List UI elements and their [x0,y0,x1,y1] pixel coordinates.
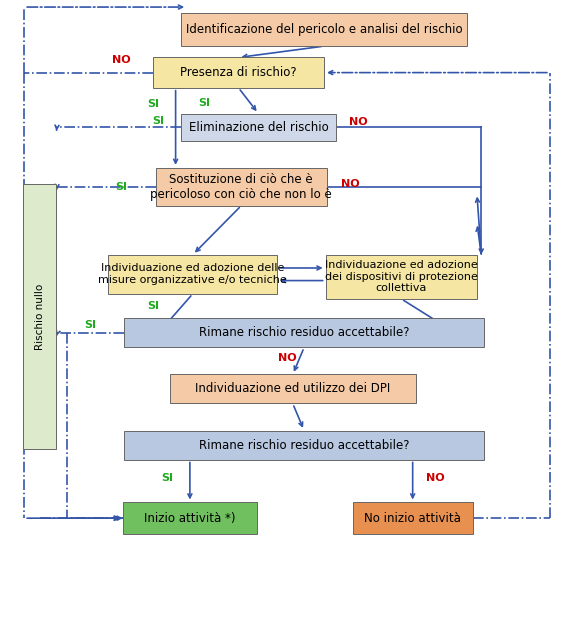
Text: Sostituzione di ciò che è
pericoloso con ciò che non lo è: Sostituzione di ciò che è pericoloso con… [150,173,332,201]
Text: SI: SI [147,99,159,109]
Text: Presenza di rischio?: Presenza di rischio? [180,66,297,79]
Text: NO: NO [349,117,368,127]
FancyBboxPatch shape [352,503,472,534]
Text: Eliminazione del rischio: Eliminazione del rischio [189,121,328,134]
Text: Inizio attività *): Inizio attività *) [144,511,236,525]
Text: No inizio attività: No inizio attività [364,511,461,525]
Text: Individuazione ed adozione delle
misure organizzative e/o tecniche: Individuazione ed adozione delle misure … [98,263,287,285]
Text: SI: SI [115,182,127,192]
FancyBboxPatch shape [170,375,416,403]
FancyBboxPatch shape [153,58,324,88]
FancyBboxPatch shape [124,430,484,460]
FancyBboxPatch shape [181,113,336,141]
Text: Individuazione ed utilizzo dei DPI: Individuazione ed utilizzo dei DPI [195,382,390,396]
Text: NO: NO [426,473,445,483]
Text: SI: SI [161,473,173,483]
FancyBboxPatch shape [181,13,467,46]
Text: SI: SI [147,301,159,311]
Text: SI: SI [84,320,96,330]
FancyBboxPatch shape [124,318,484,348]
Text: SI: SI [153,116,165,127]
FancyBboxPatch shape [123,503,257,534]
Text: SI: SI [198,99,210,108]
FancyBboxPatch shape [23,184,56,449]
Text: Rischio nullo: Rischio nullo [34,284,45,349]
Text: Rimane rischio residuo accettabile?: Rimane rischio residuo accettabile? [199,327,409,339]
Text: Individuazione ed adozione
dei dispositivi di protezione
collettiva: Individuazione ed adozione dei dispositi… [325,260,478,294]
Text: Identificazione del pericolo e analisi del rischio: Identificazione del pericolo e analisi d… [186,23,463,36]
Text: NO: NO [278,353,296,363]
Text: Rimane rischio residuo accettabile?: Rimane rischio residuo accettabile? [199,439,409,451]
FancyBboxPatch shape [108,254,277,294]
FancyBboxPatch shape [325,254,477,299]
Text: NO: NO [340,179,359,189]
Text: NO: NO [112,55,131,65]
FancyBboxPatch shape [156,168,327,206]
